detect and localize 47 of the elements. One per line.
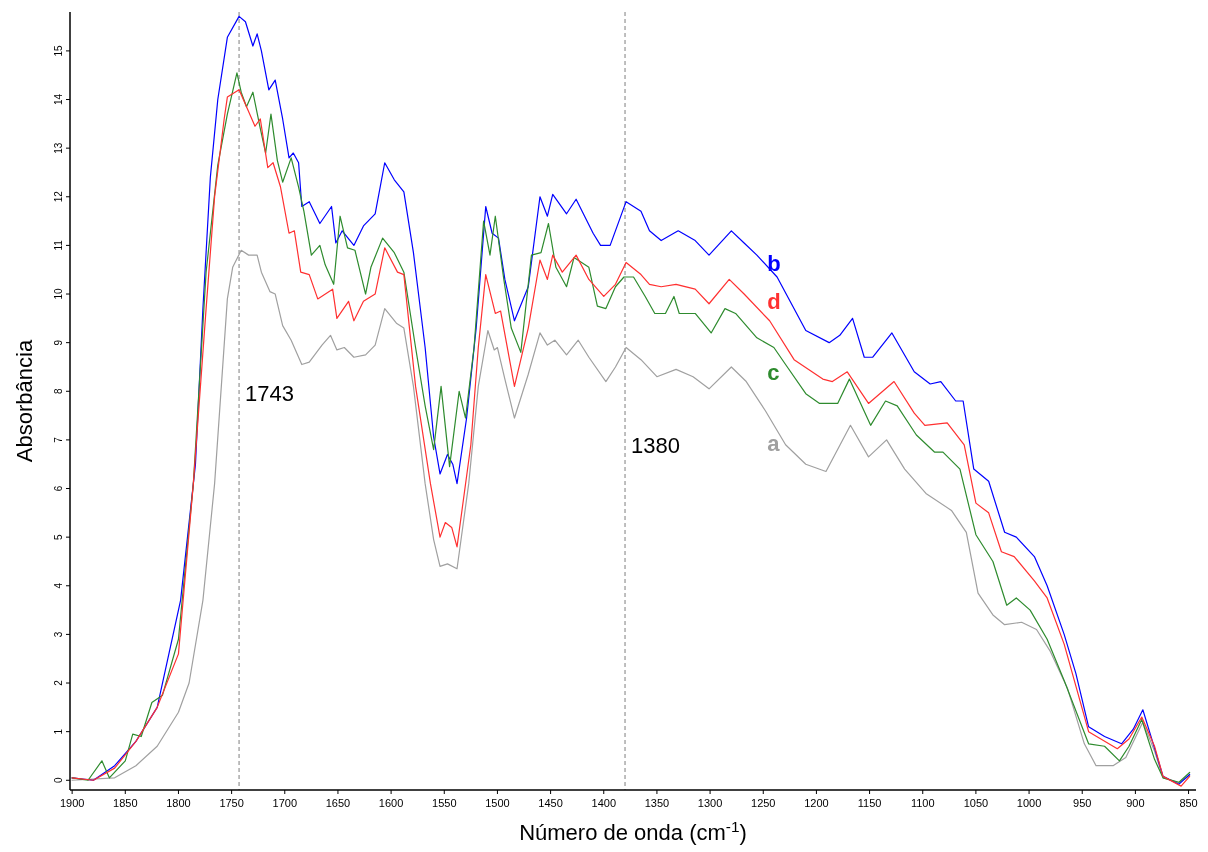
x-tick-label: 1050 xyxy=(963,797,989,809)
x-tick-label: 1400 xyxy=(591,797,616,809)
series-label: b xyxy=(767,250,781,276)
x-tick-label: 1150 xyxy=(857,797,882,809)
x-tick-label: 1200 xyxy=(804,797,829,809)
ref-line-label: 1743 xyxy=(245,380,295,406)
x-tick-label: 1000 xyxy=(1016,797,1042,809)
x-tick-label: 900 xyxy=(1126,797,1145,809)
y-axis-title: Absorbância xyxy=(12,339,37,463)
x-tick-label: 1550 xyxy=(432,797,457,809)
x-tick-label: 1600 xyxy=(378,797,404,809)
y-tick-label: 12 xyxy=(53,190,64,203)
y-tick-label: 8 xyxy=(53,388,64,395)
x-tick-label: 1500 xyxy=(485,797,510,809)
x-tick-label: 1450 xyxy=(538,797,563,809)
x-tick-label: 1300 xyxy=(697,797,723,809)
x-tick-label: 1350 xyxy=(644,797,670,809)
y-tick-label: 10 xyxy=(53,288,64,300)
x-tick-label: 950 xyxy=(1073,797,1092,809)
y-tick-label: 7 xyxy=(53,436,64,443)
y-tick-label: 0 xyxy=(53,777,64,784)
y-tick-label: 13 xyxy=(53,142,64,154)
y-tick-label: 1 xyxy=(53,728,64,735)
y-tick-label: 4 xyxy=(53,582,64,589)
series-label: a xyxy=(767,430,781,456)
y-tick-label: 3 xyxy=(53,631,64,638)
x-tick-label: 1700 xyxy=(272,797,298,809)
series-label: d xyxy=(767,288,781,314)
x-tick-label: 1650 xyxy=(325,797,351,809)
line-series xyxy=(71,249,1191,784)
y-tick-label: 14 xyxy=(53,93,64,106)
y-tick-label: 11 xyxy=(53,239,64,251)
x-tick-label: 1800 xyxy=(166,797,191,809)
x-tick-label: 1250 xyxy=(751,797,776,809)
x-tick-label: 1750 xyxy=(219,797,244,809)
y-tick-label: 9 xyxy=(53,339,64,346)
y-tick-label: 6 xyxy=(53,485,64,492)
x-tick-label: 1850 xyxy=(113,797,138,809)
series-label: c xyxy=(767,360,780,386)
y-tick-label: 2 xyxy=(53,679,64,686)
x-axis-title: Número de onda (cm$^{-1}$) xyxy=(519,817,747,845)
y-tick-label: 5 xyxy=(53,533,64,540)
x-tick-label: 850 xyxy=(1179,797,1198,809)
y-tick-label: 15 xyxy=(53,44,64,57)
ref-line-label: 1380 xyxy=(631,432,680,458)
x-tick-label: 1900 xyxy=(59,797,85,809)
x-tick-label: 1100 xyxy=(910,797,935,809)
